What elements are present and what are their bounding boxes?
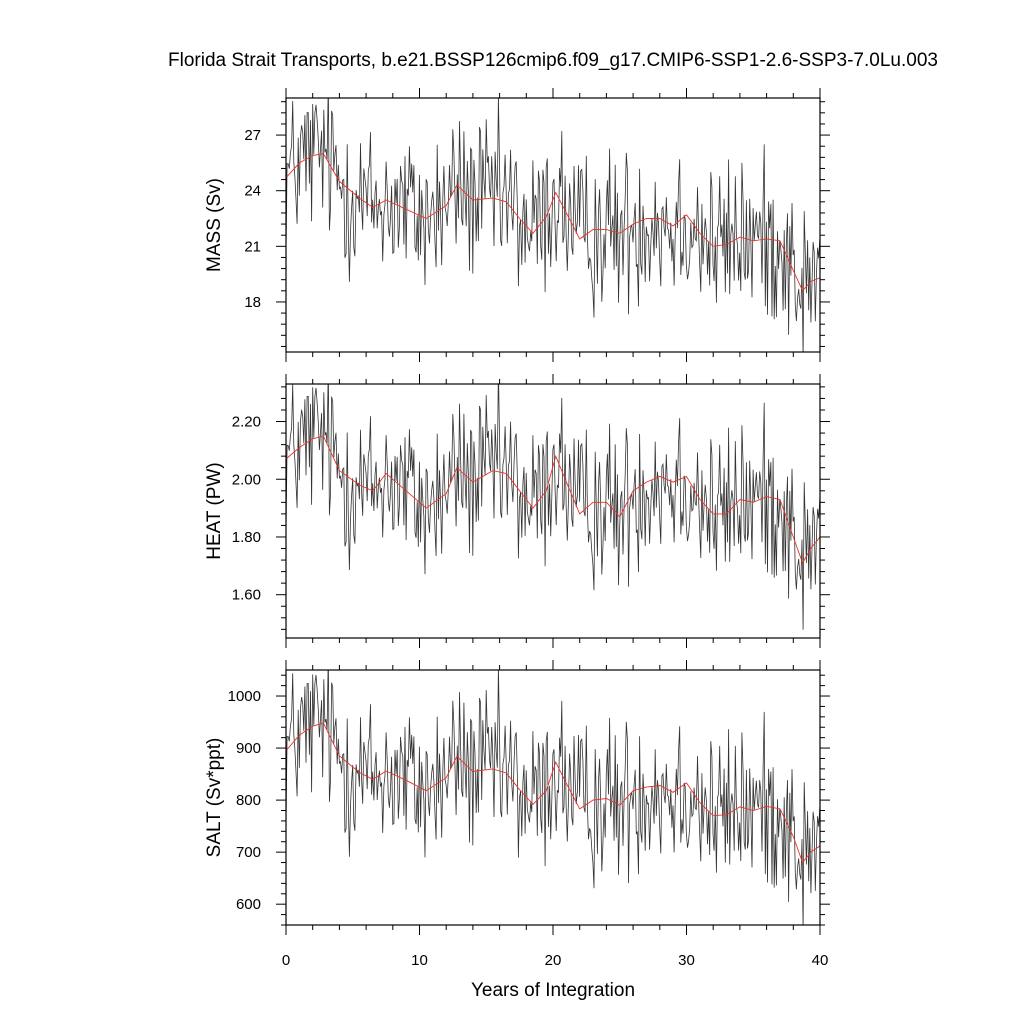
salt-raw-series-line [286,670,820,925]
heat-raw-series-line [286,384,820,630]
salt-y-axis-title: SALT (Sv*ppt) [204,738,225,858]
mass-smoothed-series-line [286,153,820,292]
heat-y-axis-title: HEAT (PW) [204,462,225,559]
salt-y-tick-label: 1000 [228,688,261,705]
heat-y-tick-label: 2.20 [232,414,261,431]
salt-y-tick-label: 800 [236,792,261,809]
mass-panel: 18 21 24 27 MASS (Sv) [204,88,830,362]
x-tick-label: 10 [411,952,428,969]
heat-smoothed-series-line [286,435,820,565]
salt-smoothed-series-line [286,722,820,864]
heat-panel: 1.60 1.80 2.00 2.20 HEAT (PW) [204,374,830,648]
chart-title: Florida Strait Transports, b.e21.BSSP126… [168,50,938,71]
x-tick-label: 20 [545,952,562,969]
heat-plot-frame [285,383,821,639]
heat-y-tick-label: 2.00 [232,471,261,488]
mass-plot-frame [285,97,821,353]
salt-plot-frame [285,669,821,926]
mass-y-tick-label: 18 [244,294,261,311]
mass-y-tick-label: 24 [244,183,261,200]
x-tick-label: 0 [282,952,290,969]
mass-raw-series-line [286,98,820,352]
x-axis-title: Years of Integration [471,980,635,1001]
mass-y-tick-label: 27 [244,127,261,144]
x-tick-label: 40 [812,952,829,969]
salt-y-tick-label: 600 [236,896,261,913]
salt-y-tick-label: 900 [236,740,261,757]
salt-y-tick-label: 700 [236,844,261,861]
x-tick-label: 30 [678,952,695,969]
heat-y-tick-label: 1.60 [232,587,261,604]
salt-panel: 600 700 800 900 1000 SALT (Sv*ppt) 0 10 20 30 40 [204,660,830,969]
mass-y-tick-label: 21 [244,238,261,255]
mass-y-axis-title: MASS (Sv) [204,178,225,272]
heat-y-tick-label: 1.80 [232,529,261,546]
